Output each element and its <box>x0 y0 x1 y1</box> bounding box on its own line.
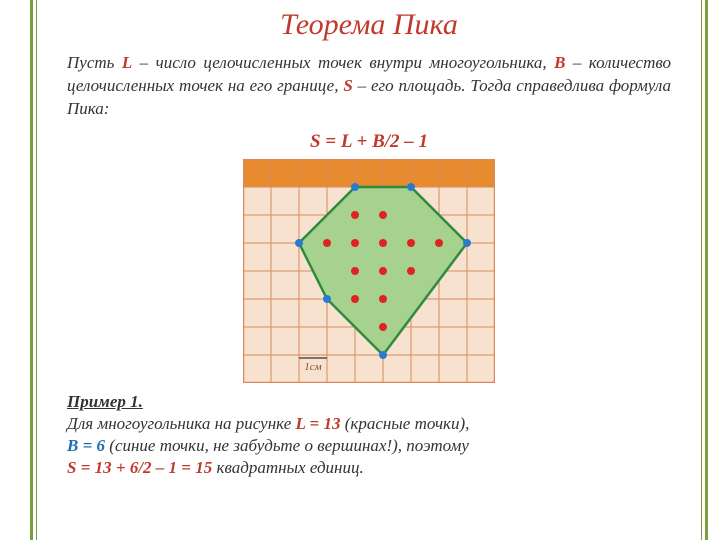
content-frame: Теорема Пика Пусть L – число целочисленн… <box>30 0 708 540</box>
intro-S: S <box>343 76 352 95</box>
figure-container: 1см <box>67 159 671 383</box>
svg-text:1см: 1см <box>304 361 321 373</box>
formula: S = L + B/2 – 1 <box>67 131 671 153</box>
intro-paragraph: Пусть L – число целочисленных точек внут… <box>67 52 671 121</box>
example-L: L = 13 <box>296 414 341 433</box>
example-text: квадратных единиц. <box>212 458 364 477</box>
page-title: Теорема Пика <box>67 8 671 42</box>
example-paragraph: Пример 1. Для многоугольника на рисунке … <box>67 391 671 479</box>
lattice-figure: 1см <box>243 159 495 383</box>
intro-L: L <box>122 53 132 72</box>
intro-text: Пусть <box>67 53 122 72</box>
example-text: (синие точки, не забудьте о вершинах!), … <box>105 436 469 455</box>
example-header: Пример 1. <box>67 392 143 411</box>
intro-text: – число целочисленных точек внутри много… <box>132 53 554 72</box>
example-text: Для многоугольника на рисунке <box>67 414 296 433</box>
example-B: B = 6 <box>67 436 105 455</box>
example-S: S = 13 + 6/2 – 1 = 15 <box>67 458 212 477</box>
example-text: (красные точки), <box>340 414 469 433</box>
intro-B: B <box>554 53 565 72</box>
